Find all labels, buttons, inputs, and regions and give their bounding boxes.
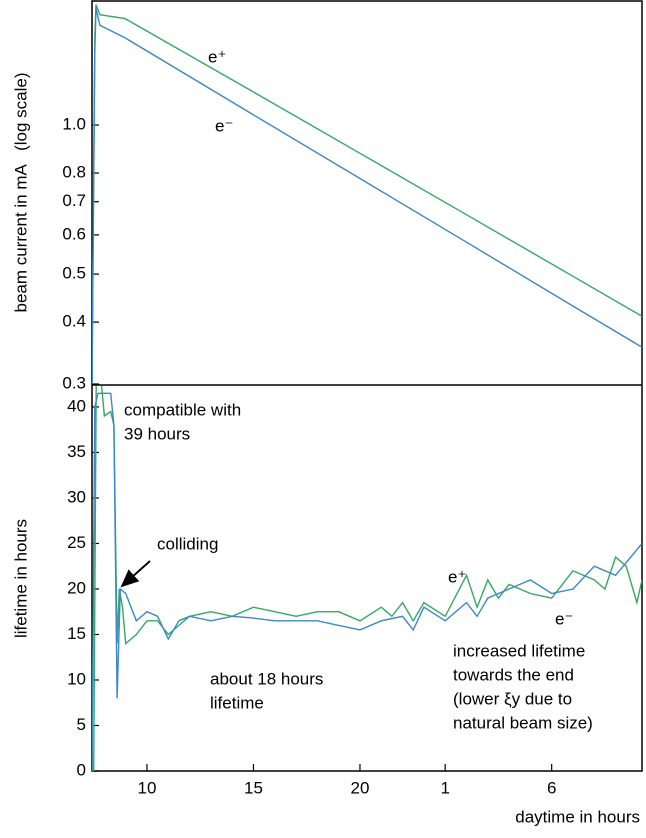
annotation: colliding: [157, 534, 218, 553]
annotation: e⁺: [448, 567, 466, 586]
y-tick-label: 0.6: [62, 224, 86, 243]
y-tick-label: 25: [67, 533, 86, 552]
y-tick-label: 5: [77, 715, 86, 734]
y-tick-label: 0.5: [62, 264, 86, 283]
y-tick-label: 40: [67, 396, 86, 415]
y-tick-label: 10: [67, 669, 86, 688]
plot-frame: [91, 0, 643, 772]
annotation: compatible with: [124, 400, 241, 419]
y-tick-label: 0.8: [62, 163, 86, 182]
x-tick-label: 15: [244, 778, 263, 797]
y-tick-label: 35: [67, 442, 86, 461]
annotation: about 18 hours: [210, 669, 323, 688]
x-tick-label: 1: [440, 778, 449, 797]
y-tick-label: 0.4: [62, 312, 86, 331]
y-tick-label: 15: [67, 624, 86, 643]
annotation: lifetime: [210, 693, 264, 712]
y-tick-label: 0.7: [62, 191, 86, 210]
x-axis-label: daytime in hours: [515, 807, 640, 826]
annotation: (lower ξy due to: [453, 689, 572, 708]
annotation: towards the end: [453, 665, 574, 684]
series-label: e⁻: [215, 116, 233, 135]
series-line: [92, 8, 642, 384]
series-line: [92, 4, 642, 384]
y-tick-label: 0.3: [62, 373, 86, 392]
y-tick-label: 0: [77, 760, 86, 779]
y-axis-label: lifetime in hours: [11, 519, 30, 638]
annotation: increased lifetime: [453, 641, 585, 660]
series-line: [92, 392, 642, 771]
y-tick-label: 30: [67, 487, 86, 506]
y-axis-label: beam current in mA (log scale): [11, 73, 30, 313]
arrow: [120, 560, 151, 588]
y-tick-label: 1.0: [62, 115, 86, 134]
x-tick-label: 6: [547, 778, 556, 797]
series-label: e⁺: [208, 47, 226, 66]
y-tick-label: 20: [67, 578, 86, 597]
series-group: [92, 4, 642, 384]
series-line: [92, 386, 642, 771]
series-group: [92, 386, 642, 771]
annotation: e⁻: [555, 609, 573, 628]
x-tick-label: 10: [137, 778, 156, 797]
annotation: natural beam size): [453, 713, 593, 732]
annotation: 39 hours: [124, 424, 190, 443]
x-tick-label: 20: [351, 778, 370, 797]
